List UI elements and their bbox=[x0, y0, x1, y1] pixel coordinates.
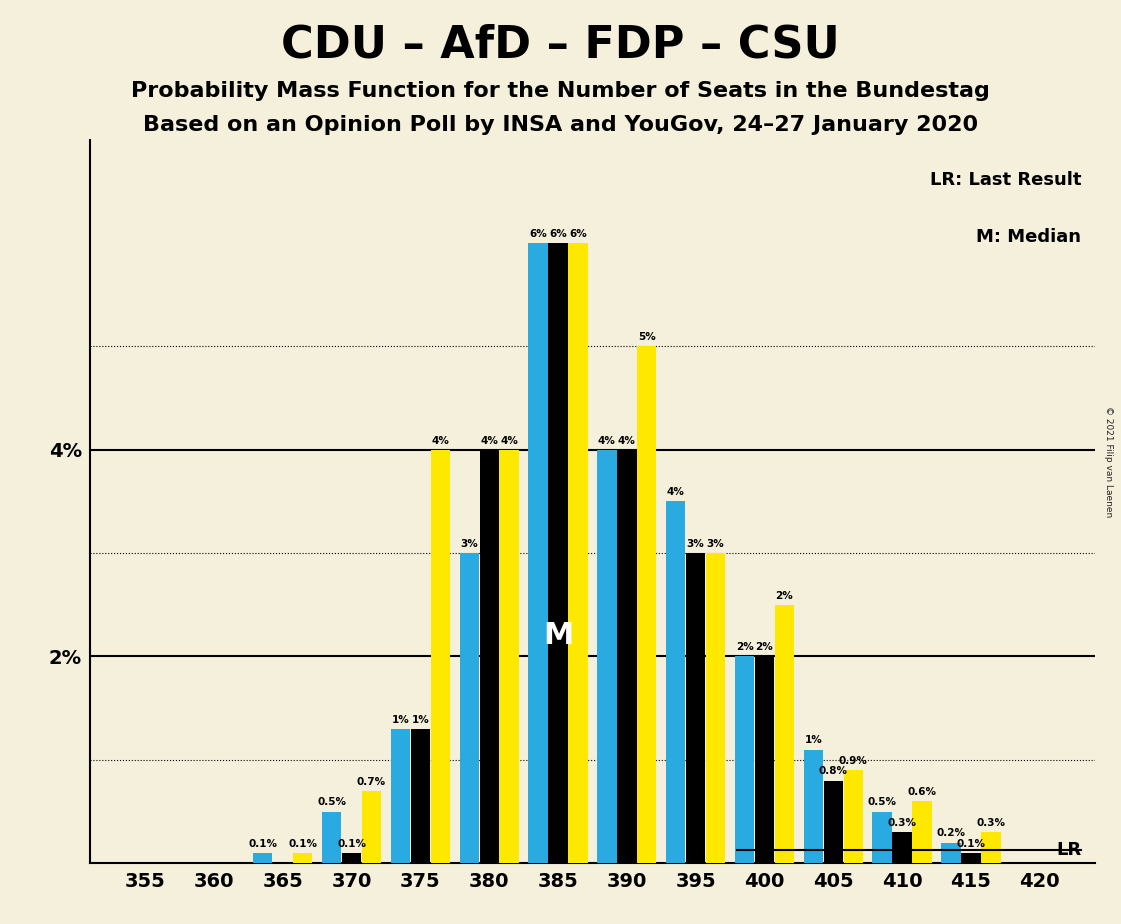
Text: 3%: 3% bbox=[461, 539, 479, 549]
Bar bbox=[735, 656, 754, 863]
Text: 4%: 4% bbox=[480, 435, 498, 445]
Text: 1%: 1% bbox=[391, 714, 409, 724]
Text: CDU – AfD – FDP – CSU: CDU – AfD – FDP – CSU bbox=[281, 23, 840, 67]
Text: 4%: 4% bbox=[500, 435, 518, 445]
Bar bbox=[804, 749, 823, 863]
Text: 6%: 6% bbox=[529, 229, 547, 239]
Bar bbox=[322, 811, 341, 863]
Bar bbox=[597, 450, 617, 863]
Bar bbox=[362, 791, 381, 863]
Bar bbox=[706, 553, 725, 863]
Text: M: M bbox=[543, 621, 573, 650]
Text: LR: Last Result: LR: Last Result bbox=[929, 171, 1081, 188]
Text: 3%: 3% bbox=[706, 539, 724, 549]
Text: 5%: 5% bbox=[638, 333, 656, 342]
Text: 0.6%: 0.6% bbox=[908, 787, 936, 797]
Bar bbox=[942, 843, 961, 863]
Text: © 2021 Filip van Laenen: © 2021 Filip van Laenen bbox=[1104, 407, 1113, 517]
Text: Based on an Opinion Poll by INSA and YouGov, 24–27 January 2020: Based on an Opinion Poll by INSA and You… bbox=[143, 115, 978, 135]
Text: 0.1%: 0.1% bbox=[288, 839, 317, 849]
Bar bbox=[342, 853, 361, 863]
Bar bbox=[528, 243, 548, 863]
Bar bbox=[775, 605, 794, 863]
Text: 0.5%: 0.5% bbox=[317, 797, 346, 808]
Text: 2%: 2% bbox=[756, 642, 773, 652]
Bar bbox=[568, 243, 587, 863]
Text: 6%: 6% bbox=[549, 229, 567, 239]
Text: 2%: 2% bbox=[735, 642, 753, 652]
Text: Probability Mass Function for the Number of Seats in the Bundestag: Probability Mass Function for the Number… bbox=[131, 81, 990, 102]
Bar bbox=[253, 853, 272, 863]
Bar bbox=[460, 553, 479, 863]
Bar bbox=[754, 656, 775, 863]
Text: 0.7%: 0.7% bbox=[356, 777, 386, 786]
Bar bbox=[961, 853, 981, 863]
Text: 0.1%: 0.1% bbox=[337, 839, 367, 849]
Bar bbox=[824, 781, 843, 863]
Bar bbox=[500, 450, 519, 863]
Text: 0.8%: 0.8% bbox=[818, 766, 847, 776]
Text: 0.9%: 0.9% bbox=[839, 756, 868, 766]
Bar bbox=[618, 450, 637, 863]
Text: 4%: 4% bbox=[618, 435, 636, 445]
Text: LR: LR bbox=[1056, 841, 1081, 858]
Text: 0.1%: 0.1% bbox=[956, 839, 985, 849]
Text: 0.3%: 0.3% bbox=[888, 818, 917, 828]
Text: M: Median: M: Median bbox=[976, 227, 1081, 246]
Bar bbox=[892, 833, 911, 863]
Text: 3%: 3% bbox=[687, 539, 704, 549]
Bar bbox=[844, 771, 863, 863]
Bar bbox=[637, 346, 657, 863]
Bar bbox=[391, 729, 410, 863]
Bar bbox=[686, 553, 705, 863]
Text: 0.2%: 0.2% bbox=[936, 829, 965, 838]
Text: 0.3%: 0.3% bbox=[976, 818, 1006, 828]
Text: 1%: 1% bbox=[805, 736, 822, 746]
Text: 0.1%: 0.1% bbox=[249, 839, 277, 849]
Text: 2%: 2% bbox=[776, 590, 794, 601]
Bar bbox=[666, 502, 685, 863]
Bar bbox=[872, 811, 892, 863]
Text: 0.5%: 0.5% bbox=[868, 797, 897, 808]
Bar bbox=[912, 801, 932, 863]
Text: 6%: 6% bbox=[569, 229, 587, 239]
Text: 4%: 4% bbox=[597, 435, 615, 445]
Bar bbox=[548, 243, 567, 863]
Text: 4%: 4% bbox=[667, 487, 685, 497]
Bar bbox=[293, 853, 313, 863]
Bar bbox=[430, 450, 450, 863]
Bar bbox=[480, 450, 499, 863]
Text: 4%: 4% bbox=[432, 435, 450, 445]
Bar bbox=[410, 729, 430, 863]
Bar bbox=[981, 833, 1001, 863]
Text: 1%: 1% bbox=[411, 714, 429, 724]
